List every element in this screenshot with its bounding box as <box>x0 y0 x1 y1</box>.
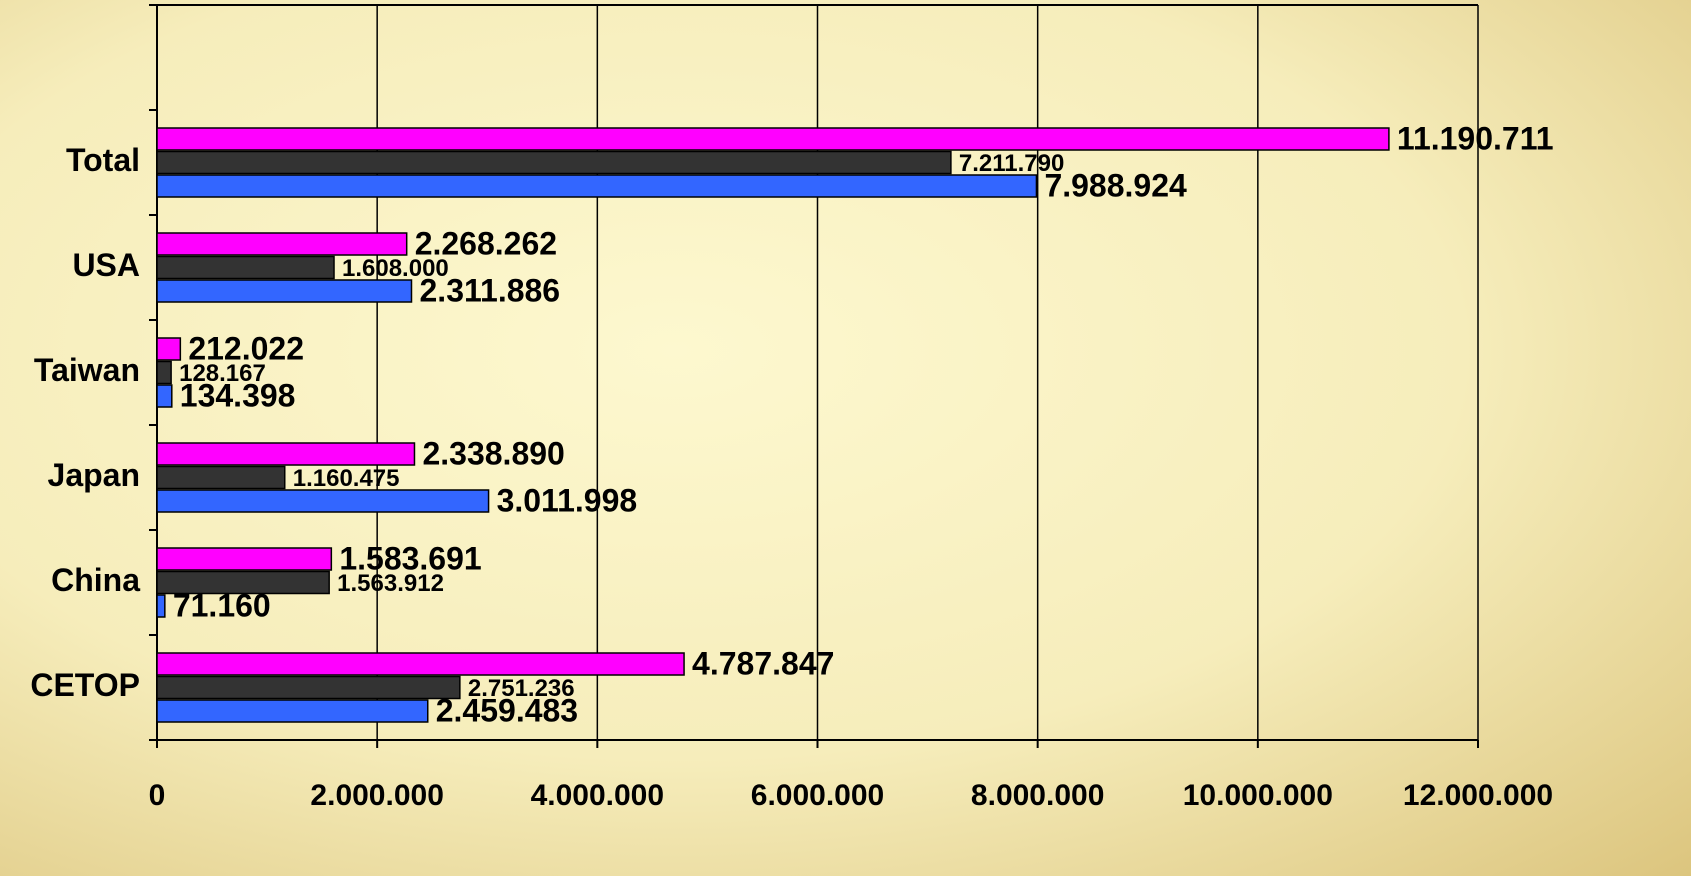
value-label: 3.011.998 <box>497 482 638 518</box>
x-tick-label: 12.000.000 <box>1403 779 1553 812</box>
bar <box>157 700 428 722</box>
value-label: 7.988.924 <box>1044 167 1187 203</box>
value-label: 1.563.912 <box>337 570 444 597</box>
x-tick-label: 6.000.000 <box>751 779 884 812</box>
y-tick-label: Taiwan <box>34 352 140 388</box>
y-tick-label: China <box>51 562 140 598</box>
bar <box>157 257 334 279</box>
bar <box>157 467 285 489</box>
bar <box>157 175 1036 197</box>
y-tick-label: CETOP <box>30 667 140 703</box>
bar <box>157 152 951 174</box>
bar <box>157 362 171 384</box>
bar <box>157 443 414 465</box>
x-tick-label: 4.000.000 <box>531 779 664 812</box>
x-tick-label: 10.000.000 <box>1183 779 1333 812</box>
bar <box>157 653 684 675</box>
bar <box>157 677 460 699</box>
value-label: 4.787.847 <box>692 645 834 681</box>
value-label: 71.160 <box>173 587 271 623</box>
chart: 0 2.000.000 4.000.000 6.000.000 8.000.000 10.… <box>0 0 1691 876</box>
bar <box>157 233 407 255</box>
bar <box>157 595 165 617</box>
value-label: 11.190.711 <box>1397 120 1554 156</box>
y-tick-label: Japan <box>48 457 140 493</box>
value-label: 1.160.475 <box>293 465 400 492</box>
bar <box>157 128 1389 150</box>
value-label: 134.398 <box>180 377 296 413</box>
x-tick-label: 2.000.000 <box>310 779 443 812</box>
bar <box>157 385 172 407</box>
x-tick-label: 8.000.000 <box>971 779 1104 812</box>
page: 0 2.000.000 4.000.000 6.000.000 8.000.000 10.… <box>0 0 1691 876</box>
x-tick-label: 0 <box>149 779 166 812</box>
value-label: 2.459.483 <box>436 692 578 728</box>
bar <box>157 490 489 512</box>
bar <box>157 338 180 360</box>
bar <box>157 280 412 302</box>
y-tick-label: USA <box>72 247 140 283</box>
bar <box>157 548 331 570</box>
value-label: 2.311.886 <box>420 272 561 308</box>
y-tick-label: Total <box>66 142 140 178</box>
value-label: 2.338.890 <box>422 435 564 471</box>
